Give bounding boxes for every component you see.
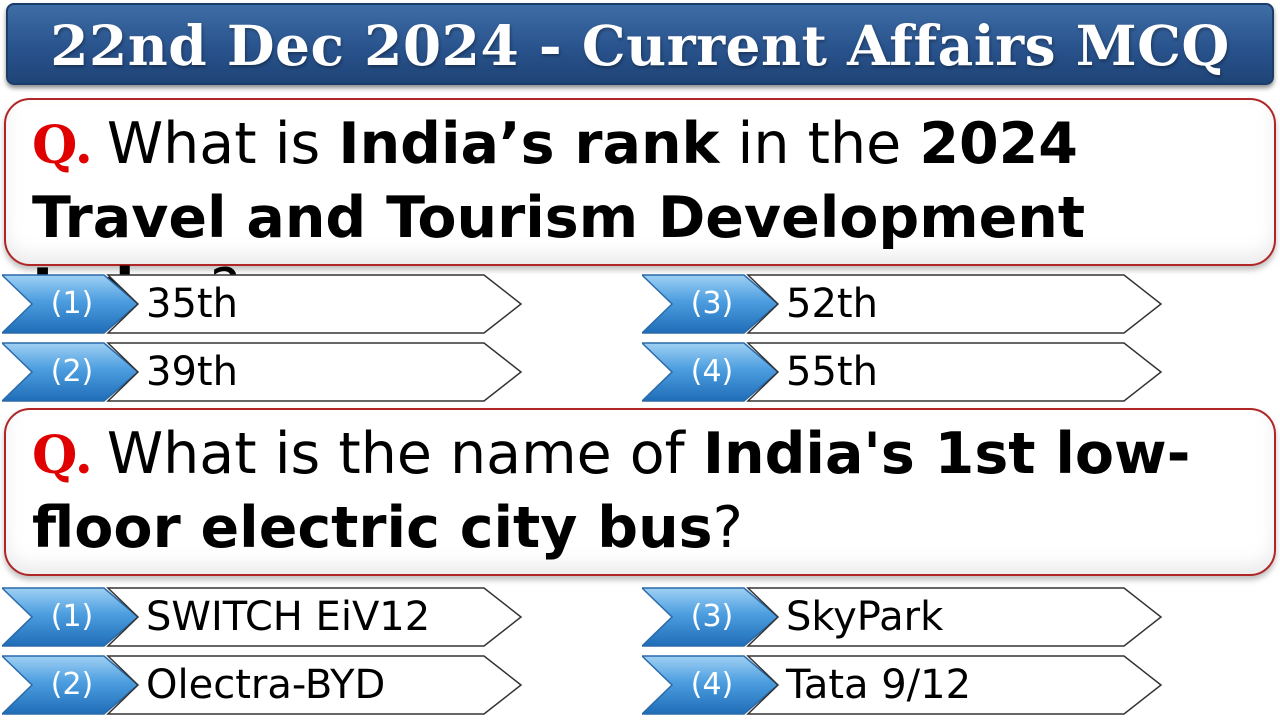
option-3-box[interactable]: 52th <box>746 274 1163 334</box>
option-text: 39th <box>146 349 238 395</box>
question-2-text: Q. What is the name of India's 1st low-fl… <box>32 421 1191 561</box>
option-text: 52th <box>786 281 878 327</box>
q-mark: Q. <box>32 115 93 176</box>
title-bar: 22nd Dec 2024 - Current Affairs MCQ <box>6 3 1274 85</box>
option-text: Tata 9/12 <box>786 662 972 708</box>
page-title: 22nd Dec 2024 - Current Affairs MCQ <box>50 13 1230 78</box>
option-4-badge[interactable]: (4) <box>642 342 780 402</box>
option-text: 55th <box>786 349 878 395</box>
option-text: 35th <box>146 281 238 327</box>
option-1-box[interactable]: SWITCH EiV12 <box>106 587 523 647</box>
option-text: SkyPark <box>786 594 944 640</box>
option-3-badge[interactable]: (3) <box>642 587 780 647</box>
option-2-box[interactable]: Olectra-BYD <box>106 655 523 715</box>
option-2-box[interactable]: 39th <box>106 342 523 402</box>
q-mark: Q. <box>32 425 93 486</box>
option-text: Olectra-BYD <box>146 662 386 708</box>
option-1-badge[interactable]: (1) <box>2 587 140 647</box>
option-2-badge[interactable]: (2) <box>2 655 140 715</box>
option-text: SWITCH EiV12 <box>146 594 431 640</box>
option-4-badge[interactable]: (4) <box>642 655 780 715</box>
question-2-box: Q. What is the name of India's 1st low-fl… <box>4 408 1276 576</box>
option-3-badge[interactable]: (3) <box>642 274 780 334</box>
option-2-badge[interactable]: (2) <box>2 342 140 402</box>
option-3-box[interactable]: SkyPark <box>746 587 1163 647</box>
option-4-box[interactable]: Tata 9/12 <box>746 655 1163 715</box>
question-1-box: Q. What is India’s rank in the 2024 Trave… <box>4 98 1276 323</box>
option-1-badge[interactable]: (1) <box>2 274 140 334</box>
option-4-box[interactable]: 55th <box>746 342 1163 402</box>
option-1-box[interactable]: 35th <box>106 274 523 334</box>
